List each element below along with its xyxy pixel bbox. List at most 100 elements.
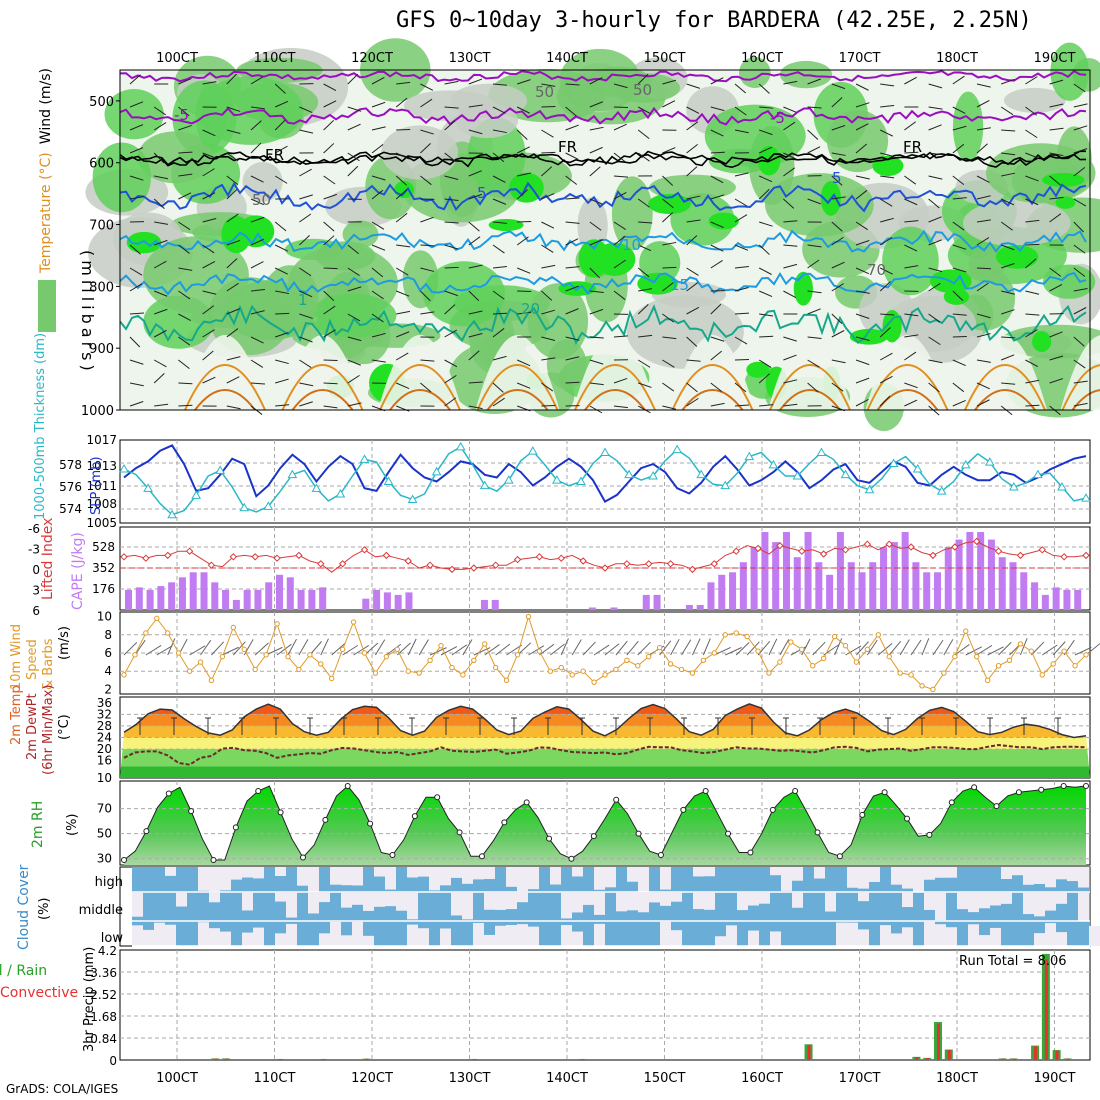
wind-barb bbox=[783, 220, 798, 223]
wind-barb bbox=[178, 124, 192, 131]
cape-bar bbox=[847, 562, 855, 610]
wind-barb bbox=[976, 83, 991, 88]
wind-speed-marker bbox=[831, 633, 838, 640]
wind-barb bbox=[1073, 148, 1088, 154]
contour-label: 20 bbox=[521, 300, 540, 318]
wind-barb bbox=[880, 104, 895, 108]
li-marker bbox=[645, 560, 653, 568]
wind-barb bbox=[129, 74, 141, 85]
wind-barb bbox=[371, 101, 386, 108]
wind-barb bbox=[758, 188, 770, 200]
wind-barb bbox=[904, 265, 919, 269]
wind-barb bbox=[710, 106, 725, 112]
wind-barb bbox=[347, 374, 360, 384]
wind-barb bbox=[710, 303, 722, 315]
wind-barb bbox=[1001, 336, 1016, 339]
pressure-tick-label: 500 bbox=[89, 95, 114, 110]
cape-bar bbox=[912, 562, 920, 610]
wind-barb bbox=[129, 401, 144, 407]
cloud-gap bbox=[858, 867, 869, 889]
wind-barb bbox=[323, 405, 338, 409]
wind-barb bbox=[275, 312, 290, 315]
wind-barb bbox=[831, 124, 846, 131]
wind-barb bbox=[323, 305, 336, 315]
cloud-gap bbox=[418, 928, 429, 946]
wind-barb bbox=[638, 221, 653, 224]
wind-barb bbox=[371, 313, 384, 323]
thickness-tick-label: 576 bbox=[59, 480, 82, 494]
cloud-gap bbox=[297, 867, 308, 886]
wind-barb bbox=[976, 359, 991, 363]
wind-barb bbox=[299, 401, 313, 407]
wind-barb bbox=[517, 311, 532, 315]
wind-barb bbox=[758, 83, 770, 94]
wind-barb bbox=[807, 78, 821, 85]
wind-barb bbox=[492, 266, 507, 269]
pressure-tick-label: 800 bbox=[89, 280, 114, 295]
ylabel-part: Wind (m/s) bbox=[38, 68, 54, 144]
wind-barb bbox=[783, 354, 797, 361]
contour-label: 50 bbox=[633, 81, 652, 99]
slp-axis-title: SLP (mb) bbox=[89, 456, 104, 515]
rh-high-area bbox=[1055, 196, 1076, 209]
cloud-gap bbox=[1012, 867, 1023, 876]
wind-barb bbox=[686, 235, 698, 246]
precip-legend-total: Total / Rain bbox=[0, 963, 47, 979]
wind-barb bbox=[976, 313, 991, 319]
wind-barb bbox=[662, 198, 674, 209]
temp-contour-10 bbox=[119, 229, 1087, 253]
wind-barb bbox=[371, 144, 384, 154]
cape-bar bbox=[836, 532, 844, 610]
wind-barb bbox=[831, 83, 846, 90]
cloud-gap bbox=[1089, 925, 1100, 946]
cloud-gap bbox=[528, 926, 539, 946]
rh-contour-area bbox=[197, 76, 304, 145]
thickness-tick-label: 578 bbox=[59, 458, 82, 472]
wind-barb bbox=[468, 350, 480, 361]
cloud-gap bbox=[176, 892, 187, 907]
rh-marker bbox=[613, 796, 620, 803]
wind-barb bbox=[371, 359, 386, 363]
wind-barb bbox=[758, 373, 770, 384]
wind-barb bbox=[226, 282, 239, 292]
temp-contour-25 bbox=[769, 364, 851, 411]
wind-barb bbox=[444, 359, 458, 368]
cape-bar bbox=[761, 532, 769, 610]
cloud-gap bbox=[341, 867, 352, 886]
wind-barb bbox=[420, 143, 431, 154]
wind-barb bbox=[613, 106, 629, 109]
cloud-gap bbox=[484, 934, 495, 946]
wind-barb bbox=[299, 290, 313, 298]
wind-barb bbox=[420, 175, 432, 186]
wind-barb bbox=[613, 405, 628, 409]
cape-bar bbox=[642, 594, 650, 610]
wind-barb bbox=[444, 397, 457, 407]
x-tick-label-top: 150CT bbox=[644, 51, 686, 66]
x-tick-label-top: 180CT bbox=[936, 51, 978, 66]
cape-bar bbox=[265, 582, 273, 610]
rh-contour-area bbox=[403, 90, 496, 121]
rh-legend-swatch bbox=[38, 280, 56, 332]
wind-barb bbox=[371, 189, 384, 200]
wind-barb bbox=[129, 382, 144, 387]
slp-marker bbox=[1008, 482, 1019, 491]
cloud-gap bbox=[198, 922, 209, 946]
wind-barb bbox=[129, 196, 144, 200]
li-marker bbox=[798, 547, 806, 555]
cloud-gap bbox=[990, 927, 1001, 946]
wind-barb bbox=[1049, 196, 1064, 200]
cape-bar bbox=[890, 542, 898, 610]
cloud-gap bbox=[583, 892, 594, 905]
thickness-line bbox=[123, 444, 1087, 503]
cloud-gap bbox=[165, 867, 176, 876]
wind-barb bbox=[1025, 329, 1038, 338]
temp-contour-25 bbox=[671, 364, 754, 411]
cloud-gap bbox=[594, 867, 605, 890]
wind-barb bbox=[637, 73, 649, 85]
cloud-gap bbox=[242, 892, 253, 911]
wind-barb bbox=[1025, 404, 1040, 407]
wind-barb bbox=[759, 106, 774, 109]
cloud-gap bbox=[451, 867, 462, 878]
wind-barb bbox=[855, 398, 869, 407]
cape-bar bbox=[135, 587, 143, 610]
